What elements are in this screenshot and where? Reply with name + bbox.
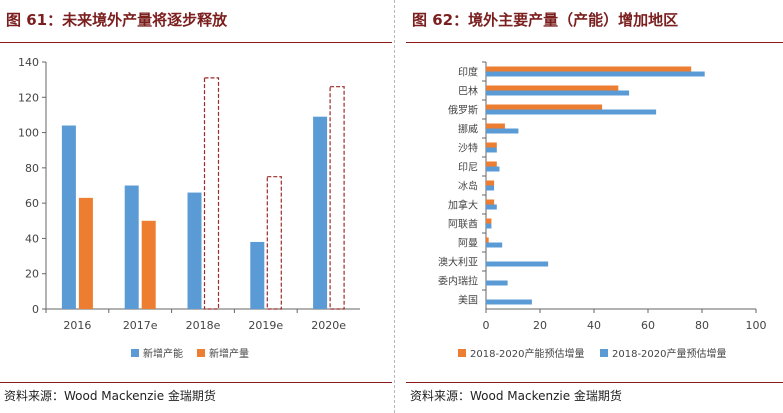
bar-capacity-印度 xyxy=(486,66,692,72)
x-tick-label: 40 xyxy=(587,319,601,332)
y-tick-label: 美国 xyxy=(458,294,478,307)
y-tick-label: 40 xyxy=(25,232,39,245)
bar-production-印尼 xyxy=(486,166,500,172)
figure-61-top-rule xyxy=(0,42,392,43)
panel-separator xyxy=(394,0,395,413)
x-tick-label: 2016 xyxy=(63,319,91,332)
legend-label: 2018-2020产量预估增量 xyxy=(612,347,727,360)
figure-61-source: 资料来源：Wood Mackenzie 金瑞期货 xyxy=(4,389,216,403)
bar-capacity-俄罗斯 xyxy=(486,104,603,110)
bar-capacity-阿联酋 xyxy=(486,218,492,224)
figure-61-chart: 0 20 40 60 80 100 120 140 2016 2017e 2018e 2019e 202… xyxy=(18,56,360,360)
bar-production-冰岛 xyxy=(486,185,495,191)
legend-swatch-0 xyxy=(458,349,466,357)
y-tick-label: 加拿大 xyxy=(448,199,478,212)
figure-61-title: 图 61：未来境外产量将逐步释放 xyxy=(6,11,228,29)
bar-capacity-巴林 xyxy=(486,85,619,91)
bar-dashed-outline-2019e xyxy=(266,176,282,310)
y-tick-label: 委内瑞拉 xyxy=(438,275,478,288)
legend-label: 2018-2020产能预估增量 xyxy=(470,347,585,360)
bar-capacity-印尼 xyxy=(486,161,497,167)
figure-62-panel: 图 62：境外主要产量（产能）增加地区 0 20 40 60 80 100 印度巴林俄罗斯挪… xyxy=(406,0,783,413)
y-tick-label: 80 xyxy=(25,162,39,175)
bar-dashed-outline-2020e xyxy=(329,86,345,310)
bar-production-加拿大 xyxy=(486,204,497,210)
y-tick-label: 120 xyxy=(18,91,39,104)
y-tick-label: 俄罗斯 xyxy=(448,104,478,117)
x-tick-label: 80 xyxy=(695,319,709,332)
bar-capacity-2018e xyxy=(187,192,202,309)
figure-62-top-rule xyxy=(406,42,783,43)
bar-production-2017e xyxy=(141,220,156,309)
bar-production-俄罗斯 xyxy=(486,109,657,115)
bar-capacity-2016 xyxy=(61,125,76,309)
x-tick-label: 2018e xyxy=(186,319,221,332)
bar-capacity-挪威 xyxy=(486,123,505,129)
bar-capacity-加拿大 xyxy=(486,199,495,205)
figure-61-panel: 图 61：未来境外产量将逐步释放 0 20 40 60 80 100 120 140 2016 2… xyxy=(0,11,392,403)
figure-62-title: 图 62：境外主要产量（产能）增加地区 xyxy=(412,11,679,29)
bar-capacity-2020e xyxy=(313,116,328,309)
y-tick-label: 澳大利亚 xyxy=(438,256,478,269)
y-tick-label: 0 xyxy=(32,303,39,316)
y-tick-label: 挪威 xyxy=(458,123,478,136)
legend-swatch-1 xyxy=(197,349,205,357)
bar-capacity-2017e xyxy=(124,185,139,309)
legend-swatch-0 xyxy=(131,349,139,357)
bar-capacity-阿曼 xyxy=(486,237,489,243)
y-tick-label: 沙特 xyxy=(458,143,478,155)
bar-dashed-outline-2018e xyxy=(203,77,220,310)
figure-62-chart: 0 20 40 60 80 100 印度巴林俄罗斯挪威沙特印尼冰岛加拿大阿联酋阿曼澳大利亚委… xyxy=(438,61,767,360)
legend-label: 新增产量 xyxy=(209,347,249,360)
bar-production-阿联酋 xyxy=(486,223,492,229)
bar-production-美国 xyxy=(486,299,532,305)
figure-62-bottom-rule xyxy=(406,382,783,383)
bar-production-阿曼 xyxy=(486,242,503,248)
bar-production-委内瑞拉 xyxy=(486,280,508,286)
y-tick-label: 阿联酋 xyxy=(448,218,478,231)
y-tick-label: 印度 xyxy=(458,66,478,79)
figure-61-bottom-rule xyxy=(0,382,392,383)
bar-production-澳大利亚 xyxy=(486,261,549,267)
x-tick-label: 0 xyxy=(483,319,490,332)
bar-production-挪威 xyxy=(486,128,519,134)
y-tick-label: 冰岛 xyxy=(458,180,478,193)
legend-label: 新增产能 xyxy=(143,347,183,360)
figure-62-source: 资料来源：Wood Mackenzie 金瑞期货 xyxy=(410,389,622,403)
y-tick-label: 140 xyxy=(18,56,39,69)
y-tick-label: 100 xyxy=(18,127,39,140)
x-tick-label: 100 xyxy=(746,319,767,332)
x-tick-label: 60 xyxy=(641,319,655,332)
bar-capacity-冰岛 xyxy=(486,180,495,186)
bar-capacity-2019e xyxy=(250,241,265,309)
x-tick-label: 2020e xyxy=(311,319,346,332)
y-tick-label: 巴林 xyxy=(458,85,478,98)
bar-production-2016 xyxy=(78,197,93,309)
y-tick-label: 印尼 xyxy=(458,162,478,174)
bar-production-沙特 xyxy=(486,147,497,153)
bar-production-巴林 xyxy=(486,90,630,96)
bar-capacity-沙特 xyxy=(486,142,497,148)
x-tick-label: 2017e xyxy=(123,319,158,332)
y-tick-label: 60 xyxy=(25,197,39,210)
y-tick-label: 20 xyxy=(25,268,39,281)
x-tick-label: 20 xyxy=(533,319,547,332)
bar-production-印度 xyxy=(486,71,705,77)
x-tick-label: 2019e xyxy=(248,319,283,332)
legend-swatch-1 xyxy=(600,349,608,357)
y-tick-label: 阿曼 xyxy=(458,238,478,250)
